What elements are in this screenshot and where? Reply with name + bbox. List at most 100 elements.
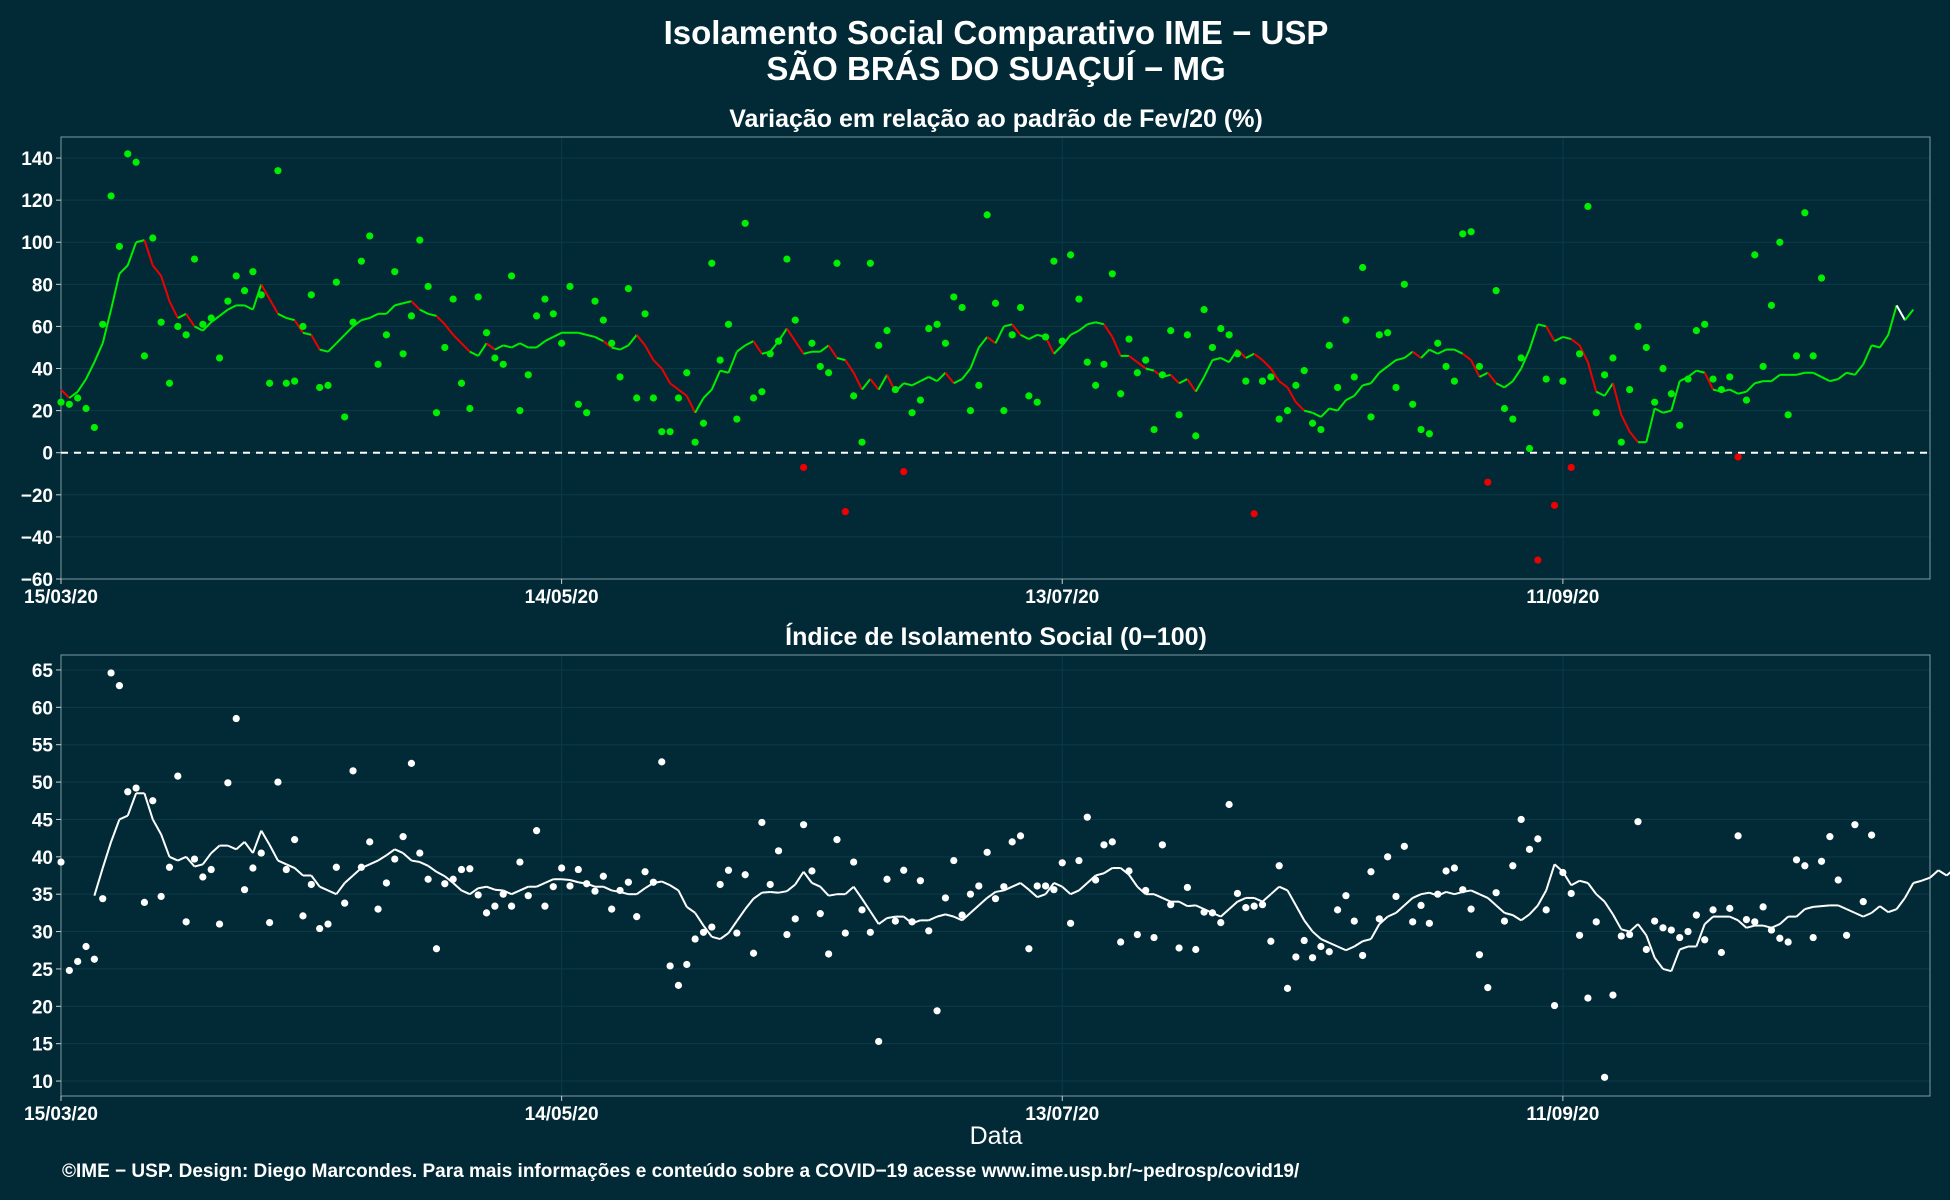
smoothed-line-segment (627, 334, 638, 346)
data-point (724, 866, 733, 874)
smoothed-line-segment (852, 372, 863, 391)
smoothed-line-segment (1286, 889, 1297, 906)
data-point (449, 875, 457, 883)
smoothed-line-segment (1328, 941, 1339, 948)
data-point (541, 295, 549, 303)
data-point (391, 268, 399, 276)
data-point (1626, 930, 1634, 939)
data-point (332, 863, 340, 871)
data-point (1400, 842, 1408, 850)
smoothed-line-segment (736, 344, 746, 353)
data-point (1442, 362, 1450, 371)
data-point (1308, 954, 1317, 962)
smoothed-line-segment (828, 893, 838, 897)
smoothed-line-segment (1821, 376, 1831, 383)
smoothed-line-segment (1536, 889, 1548, 906)
data-point (683, 369, 691, 377)
smoothed-line-segment (1395, 357, 1405, 362)
data-point (1275, 862, 1283, 870)
smoothed-line-segment (235, 841, 246, 851)
smoothed-line-segment (1729, 915, 1739, 922)
smoothed-line-segment (1237, 897, 1247, 903)
smoothed-line-segment (210, 844, 221, 854)
smoothed-line-segment (251, 830, 263, 854)
credit-text: ©IME − USP. Design: Diego Marcondes. Par… (62, 1161, 1300, 1182)
data-point (174, 772, 182, 780)
smoothed-line-segment (669, 884, 679, 892)
smoothed-line-segment (361, 317, 370, 322)
data-point (1075, 295, 1083, 303)
smoothed-line-segment (1203, 359, 1214, 378)
data-point (424, 282, 432, 291)
data-point (1717, 948, 1726, 957)
data-point (1792, 352, 1801, 360)
smoothed-line-segment (644, 344, 655, 361)
data-point (1409, 918, 1417, 926)
smoothed-line-segment (1036, 893, 1046, 899)
data-point (1475, 362, 1484, 371)
smoothed-line-segment (661, 880, 671, 887)
smoothed-line-segment (1486, 372, 1497, 384)
smoothed-line-segment (1854, 363, 1865, 376)
x-axis-label: Data (970, 1122, 1023, 1150)
data-point (1058, 859, 1066, 867)
smoothed-line-segment (101, 309, 113, 344)
data-point (741, 219, 749, 227)
data-point (1567, 463, 1575, 472)
smoothed-line-segment (1612, 913, 1623, 930)
smoothed-line-segment (1128, 874, 1139, 888)
data-point (1676, 933, 1684, 942)
data-point (966, 890, 975, 898)
smoothed-line-segment (1378, 915, 1389, 925)
data-point (1509, 862, 1517, 870)
smoothed-line-segment (928, 376, 938, 383)
data-point (449, 295, 457, 303)
smoothed-line-segment (811, 882, 821, 888)
data-point (916, 396, 925, 404)
data-point (1867, 831, 1876, 839)
y-tick-label: 30 (32, 923, 53, 944)
smoothed-line-segment (869, 910, 880, 925)
data-point (541, 902, 549, 910)
smoothed-line-segment (1019, 882, 1030, 891)
data-point (758, 818, 766, 827)
smoothed-line-segment (1512, 914, 1522, 922)
data-point (1000, 883, 1008, 891)
data-point (583, 880, 591, 888)
data-point (616, 886, 624, 895)
smoothed-line-segment (1353, 384, 1364, 397)
data-point (1467, 228, 1475, 236)
smoothed-line-segment (194, 863, 204, 868)
smoothed-line-segment (702, 924, 713, 938)
smoothed-line-segment (1628, 431, 1639, 443)
data-point (124, 150, 132, 158)
smoothed-line-segment (477, 342, 488, 357)
data-point (966, 407, 975, 415)
data-point (399, 350, 407, 358)
data-point (774, 847, 783, 855)
smoothed-line-segment (744, 340, 754, 347)
smoothed-line-segment (85, 361, 96, 380)
data-point (432, 409, 441, 417)
smoothed-line-segment (1495, 382, 1505, 389)
smoothed-line-segment (819, 344, 830, 353)
smoothed-line-segment (344, 874, 354, 884)
data-point (841, 929, 849, 937)
data-point (1325, 341, 1333, 349)
data-point (1642, 343, 1650, 352)
smoothed-line-segment (1645, 408, 1656, 443)
data-point (499, 890, 507, 898)
data-point (1534, 835, 1542, 843)
data-point (1600, 1073, 1609, 1081)
smoothed-line-segment (185, 313, 196, 327)
smoothed-line-segment (1603, 901, 1614, 915)
data-point (1225, 331, 1233, 339)
smoothed-line-segment (1337, 945, 1347, 952)
data-point (82, 404, 90, 413)
data-point (1525, 845, 1534, 853)
smoothed-line-segment (385, 304, 396, 315)
smoothed-line-segment (1904, 882, 1915, 899)
smoothed-line-segment (452, 334, 463, 344)
smoothed-line-segment (1336, 399, 1347, 412)
data-point (674, 394, 683, 402)
